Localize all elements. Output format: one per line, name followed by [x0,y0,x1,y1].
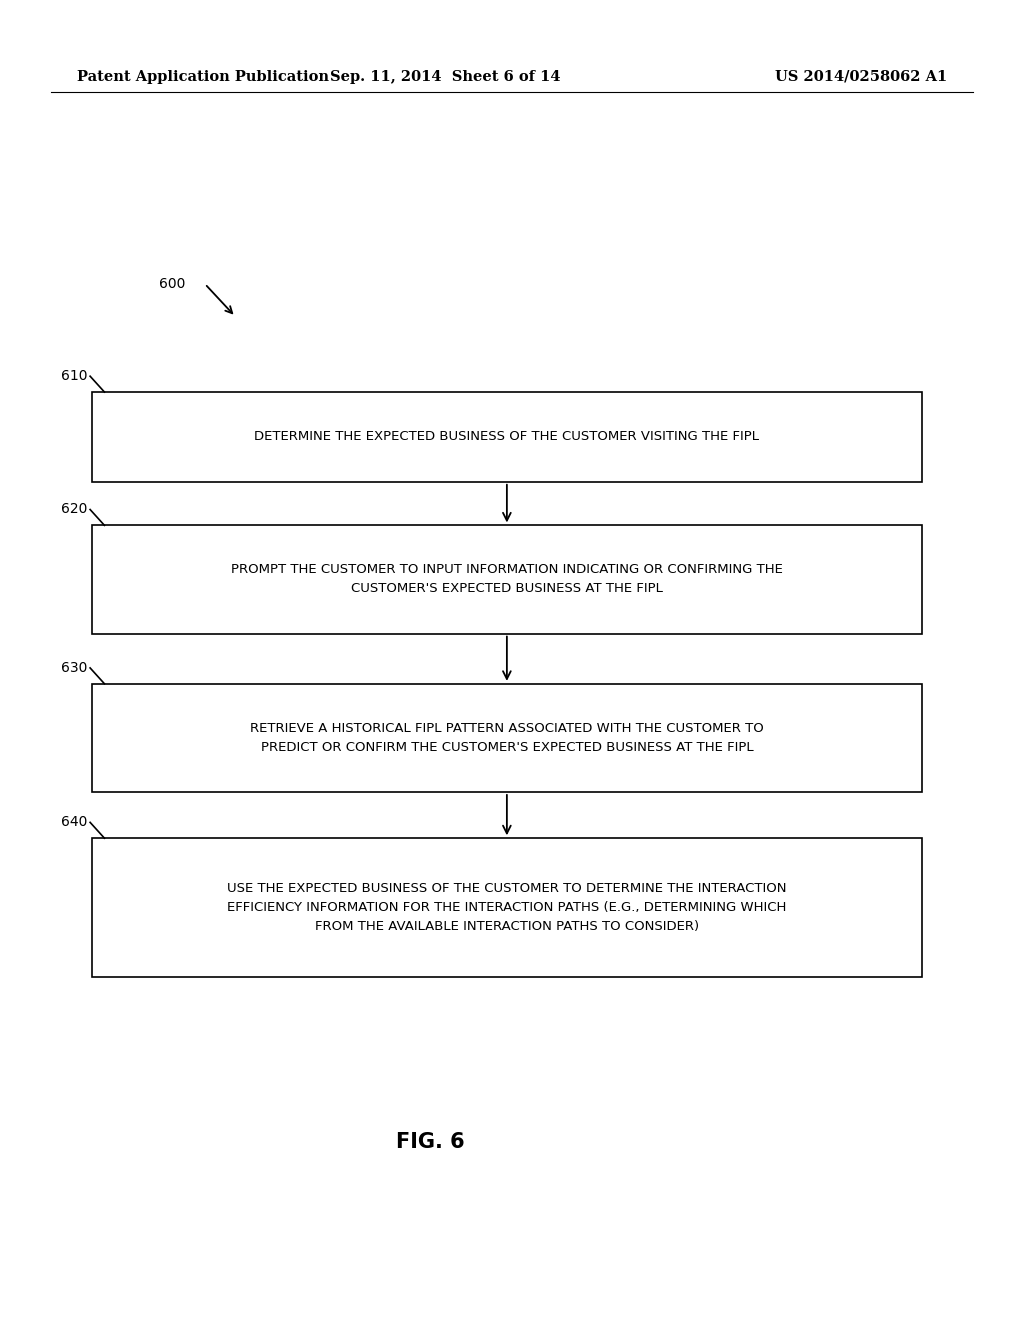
Text: 620: 620 [60,502,87,516]
Text: 600: 600 [159,277,185,290]
Text: 640: 640 [60,814,87,829]
Bar [92,684,922,792]
Text: USE THE EXPECTED BUSINESS OF THE CUSTOMER TO DETERMINE THE INTERACTION
EFFICIENC: USE THE EXPECTED BUSINESS OF THE CUSTOME… [227,882,786,933]
Text: US 2014/0258062 A1: US 2014/0258062 A1 [775,70,947,83]
Text: FIG. 6: FIG. 6 [395,1131,465,1152]
Bar [92,838,922,977]
Text: PROMPT THE CUSTOMER TO INPUT INFORMATION INDICATING OR CONFIRMING THE
CUSTOMER'S: PROMPT THE CUSTOMER TO INPUT INFORMATION… [231,564,782,595]
Text: Sep. 11, 2014  Sheet 6 of 14: Sep. 11, 2014 Sheet 6 of 14 [330,70,561,83]
Text: RETRIEVE A HISTORICAL FIPL PATTERN ASSOCIATED WITH THE CUSTOMER TO
PREDICT OR CO: RETRIEVE A HISTORICAL FIPL PATTERN ASSOC… [250,722,764,754]
Text: DETERMINE THE EXPECTED BUSINESS OF THE CUSTOMER VISITING THE FIPL: DETERMINE THE EXPECTED BUSINESS OF THE C… [254,430,760,444]
Text: 610: 610 [60,368,87,383]
Text: Patent Application Publication: Patent Application Publication [77,70,329,83]
Text: 630: 630 [60,660,87,675]
Bar [92,525,922,634]
Bar [92,392,922,482]
